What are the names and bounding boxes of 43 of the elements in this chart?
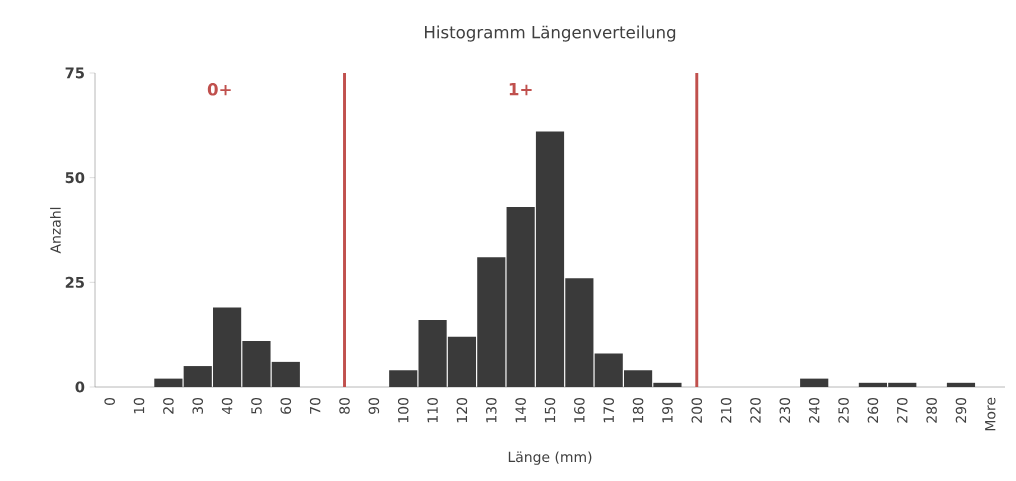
x-tick-label: 150 <box>544 397 556 423</box>
x-tick-label: 170 <box>603 397 614 423</box>
chart-title: Histogramm Längenverteilung <box>425 25 676 42</box>
bar <box>946 382 976 387</box>
x-axis-title: Länge (mm) <box>508 451 592 465</box>
x-tick-label: 90 <box>368 397 380 414</box>
x-tick-label: 60 <box>280 397 292 414</box>
x-tick-label: 190 <box>662 397 673 423</box>
x-tick-label: 220 <box>750 397 761 423</box>
x-tick-label: 160 <box>574 397 585 423</box>
x-tick-label: More <box>985 397 996 431</box>
x-tick-label: 140 <box>515 397 526 423</box>
x-tick-label: 120 <box>456 397 468 423</box>
x-tick-label: 290 <box>955 397 967 423</box>
x-tick-label: 40 <box>221 397 233 415</box>
annotation: 1+ <box>509 83 532 96</box>
x-tick-label: 260 <box>867 397 879 423</box>
x-tick-label: 250 <box>838 397 849 423</box>
y-tick-label: 25 <box>65 276 84 288</box>
x-tick-label: 80 <box>339 397 350 414</box>
x-tick-label: 70 <box>309 397 321 414</box>
x-tick-label: 200 <box>691 397 703 423</box>
x-tick-label: 280 <box>926 397 937 423</box>
x-tick-label: 30 <box>192 397 204 414</box>
bar <box>154 378 183 387</box>
x-tick-label: 180 <box>632 397 644 423</box>
x-tick-label: 20 <box>163 397 174 414</box>
annotation: 0+ <box>207 83 231 96</box>
bar <box>800 378 829 387</box>
x-tick-label: 0 <box>104 397 115 405</box>
x-tick-label: 50 <box>251 397 262 414</box>
y-tick-label: 0 <box>75 381 85 393</box>
x-tick-label: 110 <box>427 397 438 423</box>
y-tick-label: 75 <box>65 67 84 79</box>
x-tick-label: 240 <box>808 397 820 423</box>
x-tick-label: 270 <box>896 397 908 423</box>
y-axis-title: Anzahl <box>50 207 61 254</box>
x-tick-label: 130 <box>486 397 497 423</box>
x-tick-label: 210 <box>720 397 732 423</box>
x-tick-label: 230 <box>779 397 791 423</box>
x-tick-label: 100 <box>397 397 409 423</box>
y-tick-label: 50 <box>65 172 85 184</box>
x-tick-label: 10 <box>133 397 145 414</box>
